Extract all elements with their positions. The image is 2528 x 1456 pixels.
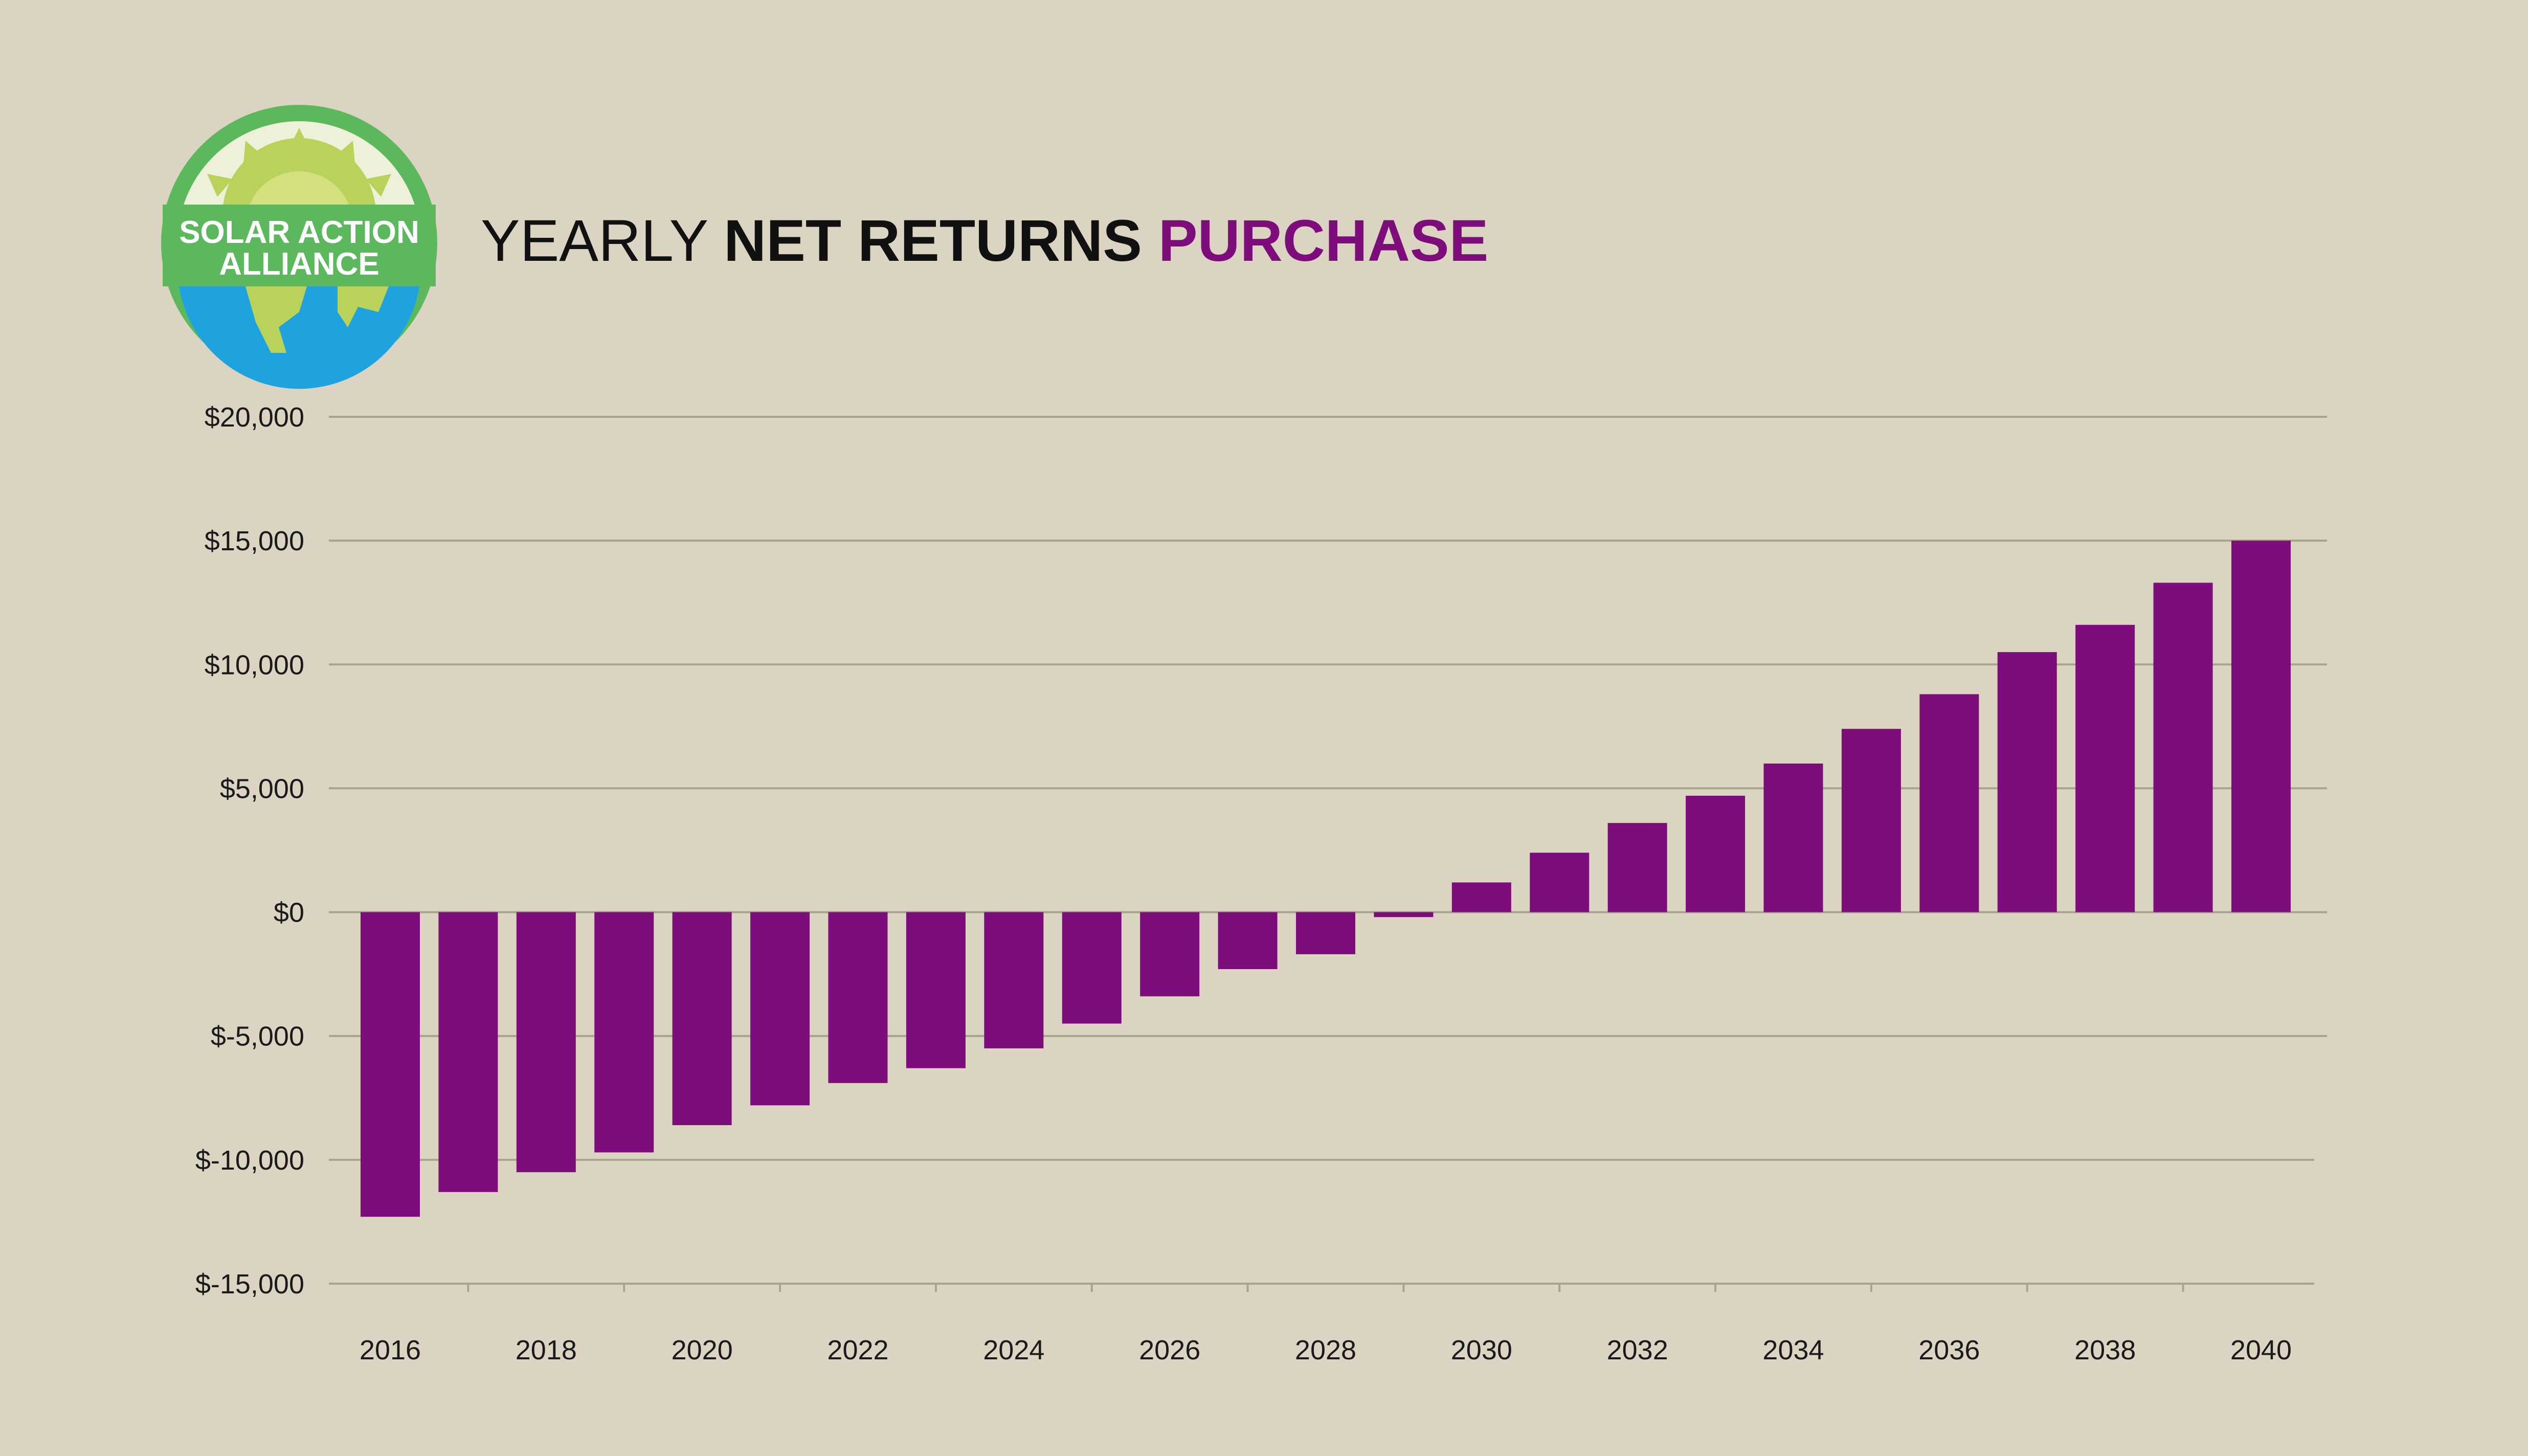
- x-tick-label: 2022: [827, 1335, 888, 1365]
- y-tick-label: $-10,000: [195, 1145, 304, 1176]
- bar-2037: [1997, 652, 2057, 912]
- logo-line2: ALLIANCE: [219, 247, 379, 282]
- y-tick-label: $15,000: [205, 526, 304, 556]
- x-axis-labels: 2016 2018 2020 2022 2024 2026 2028 2030 2032 2034…: [360, 1335, 2292, 1365]
- y-tick-label: $-5,000: [211, 1021, 304, 1052]
- bar-2031: [1530, 853, 1590, 912]
- bar-2036: [1919, 694, 1979, 912]
- x-tick-label: 2034: [1762, 1335, 1824, 1365]
- x-tick-label: 2024: [983, 1335, 1044, 1365]
- bar-2016: [361, 912, 420, 1217]
- bar-2025: [1062, 912, 1122, 1024]
- y-tick-label: $10,000: [205, 649, 304, 680]
- bar-2030: [1451, 882, 1511, 912]
- x-tick-label: 2036: [1918, 1335, 1980, 1365]
- title-part-net-returns: NET RETURNS: [724, 208, 1142, 274]
- bar-2040: [2231, 541, 2291, 912]
- y-tick-label: $0: [274, 898, 304, 928]
- x-tick-label: 2038: [2074, 1335, 2136, 1365]
- bar-2019: [594, 912, 654, 1153]
- bars: [361, 541, 2291, 1217]
- bar-2026: [1140, 912, 1200, 997]
- x-tick-label: 2040: [2230, 1335, 2292, 1365]
- logo-line1: SOLAR ACTION: [179, 215, 419, 250]
- y-axis-labels: $20,000 $15,000 $10,000 $5,000 $0 $-5,000 $-10…: [195, 402, 304, 1300]
- x-tick-label: 2018: [516, 1335, 577, 1365]
- y-tick-label: $20,000: [205, 402, 304, 433]
- page-title: YEARLY NET RETURNS PURCHASE: [481, 208, 1488, 274]
- bar-2033: [1686, 795, 1746, 912]
- y-tick-label: $5,000: [220, 773, 304, 804]
- bar-2032: [1607, 823, 1667, 912]
- logo: SOLAR ACTION ALLIANCE: [161, 105, 437, 389]
- bar-2039: [2153, 583, 2213, 912]
- bar-2029: [1374, 912, 1434, 917]
- bar-2028: [1296, 912, 1355, 954]
- x-tick-label: 2016: [360, 1335, 421, 1365]
- title-part-purchase: PURCHASE: [1142, 208, 1488, 274]
- y-tick-label: $-15,000: [195, 1269, 304, 1300]
- bar-2027: [1218, 912, 1278, 969]
- x-tick-label: 2020: [672, 1335, 733, 1365]
- bar-2020: [672, 912, 732, 1126]
- bar-2022: [828, 912, 888, 1083]
- x-axis: [467, 1284, 2184, 1292]
- earth-icon: [179, 286, 419, 389]
- x-tick-label: 2032: [1607, 1335, 1668, 1365]
- bar-2017: [438, 912, 498, 1192]
- bar-2018: [516, 912, 576, 1173]
- bar-2034: [1763, 764, 1823, 912]
- bar-2021: [750, 912, 810, 1106]
- bar-2038: [2075, 624, 2135, 912]
- bar-2024: [984, 912, 1044, 1048]
- logo-banner: [163, 205, 436, 286]
- x-tick-label: 2030: [1451, 1335, 1512, 1365]
- title-part-yearly: YEARLY: [481, 208, 724, 274]
- bar-2035: [1841, 729, 1901, 912]
- x-tick-label: 2028: [1295, 1335, 1356, 1365]
- bar-2023: [906, 912, 966, 1068]
- gridlines: [329, 416, 2327, 1285]
- x-tick-label: 2026: [1139, 1335, 1200, 1365]
